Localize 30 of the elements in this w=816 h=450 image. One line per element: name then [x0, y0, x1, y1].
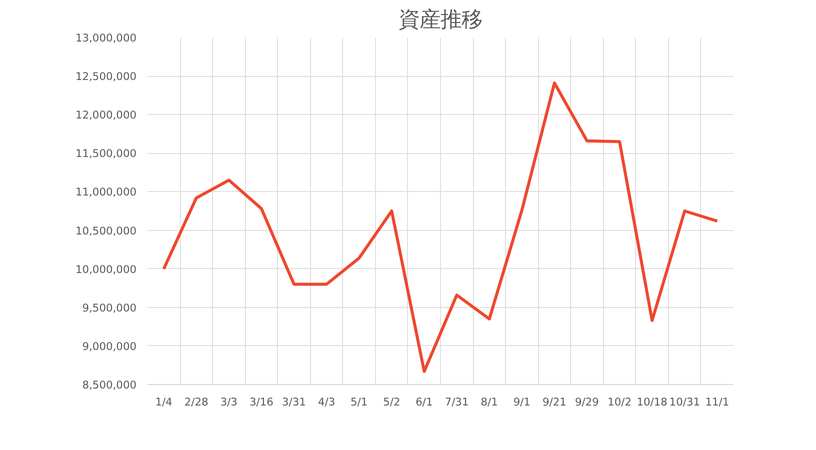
y-tick-label: 13,000,000: [75, 32, 137, 44]
x-tick-label: 9/29: [575, 396, 600, 408]
x-tick-label: 3/3: [220, 396, 238, 408]
x-tick-label: 9/1: [513, 396, 530, 408]
x-tick-label: 9/21: [542, 396, 566, 408]
y-tick-label: 11,000,000: [75, 186, 137, 199]
chart-title: 資産推移: [398, 8, 482, 32]
x-tick-label: 11/1: [705, 396, 730, 408]
x-tick-label: 5/1: [350, 396, 368, 408]
y-tick-label: 9,500,000: [82, 301, 137, 314]
x-tick-label: 4/3: [318, 396, 336, 408]
y-tick-label: 12,500,000: [75, 70, 137, 84]
y-tick-label: 10,500,000: [75, 224, 137, 238]
x-tick-label: 10/31: [669, 396, 700, 408]
line-series: [162, 81, 719, 373]
x-tick-label: 2/28: [184, 396, 209, 408]
x-tick-label: 10/2: [608, 396, 632, 408]
y-tick-label: 12,000,000: [75, 108, 137, 122]
y-tick-label: 10,000,000: [75, 262, 137, 276]
y-tick-label: 9,000,000: [82, 340, 137, 353]
x-tick-label: 6/1: [416, 396, 433, 408]
y-tick-label: 8,500,000: [82, 378, 137, 392]
x-tick-label: 3/31: [282, 396, 306, 408]
y-tick-label: 11,500,000: [75, 147, 137, 160]
x-tick-label: 3/16: [249, 396, 274, 408]
x-tick-label: 8/1: [480, 396, 498, 408]
x-tick-label: 1/4: [155, 396, 173, 408]
x-tick-label: 5/2: [383, 396, 400, 408]
x-tick-label: 10/18: [636, 396, 668, 408]
x-tick-label: 7/31: [444, 396, 469, 408]
